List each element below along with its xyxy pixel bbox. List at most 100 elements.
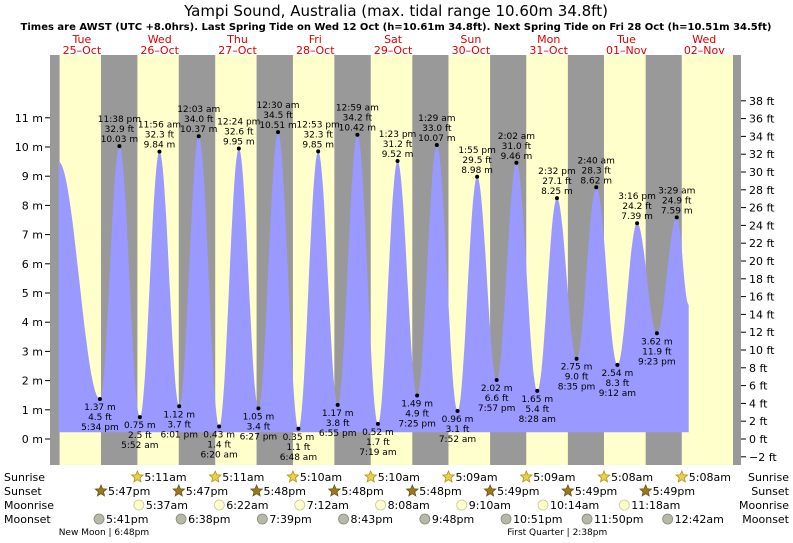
sunrise-time: 5:09am — [455, 471, 497, 484]
low-tide-label: 9:12 am — [599, 389, 636, 399]
moonset-time: 11:50pm — [594, 513, 643, 526]
high-tide-label: 9.95 m — [223, 137, 255, 147]
low-tide-label: 0.43 m — [203, 430, 235, 440]
high-tide-label: 27.1 ft — [542, 177, 572, 187]
right-axis-tick-label: 16 ft — [749, 291, 775, 304]
high-tide-label: 1:23 pm — [379, 130, 417, 140]
right-axis: −2 ft 0 ft 2 ft 4 ft 6 ft 8 ft 10 ft 12 ft 14 ft… — [741, 95, 777, 464]
moonset-time: 9:48pm — [432, 513, 474, 526]
high-tide-marker — [475, 174, 480, 179]
sunrise-icon — [675, 469, 689, 483]
sunset-icon — [327, 483, 342, 497]
high-tide-marker — [276, 130, 281, 135]
tide-area — [58, 132, 689, 433]
sunrise-icon — [130, 469, 145, 483]
low-tide-label: 7:52 am — [439, 435, 476, 445]
low-tide-label: 1.49 m — [401, 399, 433, 409]
low-tide-label: 0.96 m — [442, 415, 474, 425]
high-tide-label: 8.62 m — [580, 176, 612, 186]
high-tide-marker — [157, 149, 162, 154]
high-tide-label: 12:03 am — [177, 105, 220, 115]
right-axis-tick-label: 36 ft — [749, 113, 775, 126]
high-tide-label: 11:38 pm — [98, 115, 141, 125]
sunset-icon — [172, 483, 186, 497]
day-name-label: Sun — [460, 33, 481, 46]
low-tide-label: 3.4 ft — [247, 422, 271, 432]
moonrise-icon — [375, 499, 386, 511]
high-tide-label: 32.3 ft — [303, 130, 333, 140]
sunset-icon — [561, 483, 575, 497]
right-axis-tick-label: 2 ft — [749, 415, 768, 428]
low-tide-label: 4.9 ft — [405, 409, 429, 419]
low-tide-marker — [375, 421, 380, 426]
moonset-time: 8:43pm — [351, 513, 393, 526]
sunrise-time: 5:09am — [533, 471, 575, 484]
high-tide-label: 1:29 am — [418, 114, 455, 124]
low-tide-label: 7:25 pm — [398, 419, 436, 429]
day-date-label: 26–Oct — [140, 44, 179, 57]
moonrise-icon — [618, 499, 630, 511]
low-tide-label: 3.62 m — [641, 337, 673, 347]
low-tide-marker — [455, 408, 460, 413]
low-tide-label: 4.5 ft — [88, 413, 112, 423]
high-tide-marker — [594, 185, 599, 190]
right-axis-tick-label: 30 ft — [749, 166, 775, 179]
high-tide-label: 10.51 m — [259, 121, 296, 131]
moonrise-time: 10:14am — [550, 499, 599, 512]
high-tide-label: 9.84 m — [144, 141, 176, 151]
moonset-icon — [338, 513, 349, 525]
low-tide-label: 2.5 ft — [128, 431, 152, 441]
sunrise-row-label-right: Sunrise — [748, 471, 789, 484]
low-tide-marker — [256, 406, 261, 411]
low-tide-label: 5:52 am — [121, 441, 158, 451]
high-tide-label: 9.85 m — [302, 140, 334, 150]
moonrise-icon — [133, 499, 145, 511]
right-axis-tick-label: 24 ft — [749, 219, 775, 232]
day-name-label: Tue — [72, 33, 92, 46]
low-tide-label: 9:23 pm — [638, 357, 676, 367]
low-tide-label: 1.7 ft — [366, 438, 390, 448]
moonset-row-label-left: Moonset — [4, 513, 51, 526]
day-date-label: 27–Oct — [218, 44, 257, 57]
high-tide-label: 10.03 m — [101, 135, 138, 145]
high-tide-label: 2:32 pm — [538, 167, 576, 177]
low-tide-label: 2.75 m — [561, 363, 593, 373]
sunrise-time: 5:08am — [689, 471, 731, 484]
day-labels: Tue25–OctWed26–OctThu27–OctFri28–OctSat2… — [63, 33, 726, 57]
day-date-label: 31–Oct — [529, 44, 568, 57]
sunrise-icon — [286, 469, 300, 483]
high-tide-label: 9.46 m — [501, 152, 533, 162]
high-tide-label: 28.3 ft — [582, 166, 612, 176]
high-tide-label: 2:40 am — [578, 156, 615, 166]
sunrise-time: 5:10am — [300, 471, 342, 484]
left-axis-tick-label: 3 m — [22, 345, 43, 358]
moonrise-icon — [213, 499, 225, 511]
moonset-icon — [419, 513, 431, 525]
moonrise-time: 9:10am — [469, 499, 511, 512]
right-axis-tick-label: 8 ft — [749, 362, 768, 375]
moonrise-row-label-right: Moonrise — [739, 499, 789, 512]
moonrise-time: 8:08am — [388, 499, 430, 512]
moonset-icon — [175, 513, 187, 525]
moonrise-time: 5:37am — [146, 499, 188, 512]
sunrise-time: 5:11am — [144, 471, 186, 484]
sunset-time: 5:48pm — [341, 485, 383, 498]
moonrise-time: 6:22am — [226, 499, 268, 512]
low-tide-label: 3.8 ft — [326, 419, 350, 429]
day-date-label: 25–Oct — [63, 44, 102, 57]
moonrise-time: 11:18am — [631, 499, 680, 512]
low-tide-label: 6:27 pm — [240, 432, 278, 442]
sunset-time: 5:48pm — [419, 485, 461, 498]
high-tide-label: 7.59 m — [661, 206, 693, 216]
low-tide-label: 1.1 ft — [287, 443, 311, 453]
chart-title: Yampi Sound, Australia (max. tidal range… — [183, 2, 608, 20]
low-tide-label: 6:55 pm — [319, 429, 357, 439]
left-axis-tick-label: 1 m — [22, 404, 43, 417]
day-name-label: Thu — [226, 33, 248, 46]
right-axis-tick-label: 14 ft — [749, 308, 775, 321]
right-axis-tick-label: −2 ft — [749, 451, 777, 464]
high-tide-label: 10.07 m — [418, 134, 455, 144]
high-tide-label: 24.2 ft — [622, 202, 652, 212]
sunset-time: 5:47pm — [186, 485, 228, 498]
